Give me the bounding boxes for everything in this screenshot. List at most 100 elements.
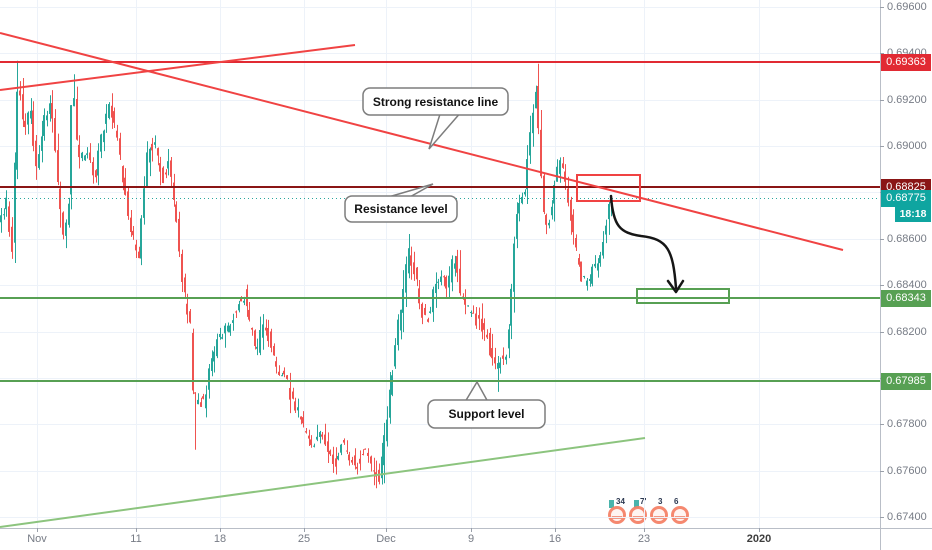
candle-body: [340, 444, 342, 453]
candle-body: [594, 263, 596, 267]
candle-body: [219, 333, 221, 338]
candle-body: [516, 214, 518, 239]
candle-body: [211, 358, 213, 371]
candle-body: [378, 469, 380, 482]
candle-body: [232, 320, 234, 323]
candle-body: [43, 115, 45, 136]
candle-body: [154, 142, 156, 145]
x-axis-label: 18: [213, 533, 227, 545]
candle-body: [138, 251, 140, 259]
projection-arrow[interactable]: [609, 194, 678, 290]
candle-body: [24, 120, 26, 128]
candle-body: [108, 104, 110, 119]
candle-body: [310, 439, 312, 446]
candle-body: [602, 241, 604, 256]
candle-body: [76, 99, 78, 140]
candle-body: [435, 283, 437, 294]
candle-body: [386, 419, 388, 442]
candle-body: [481, 318, 483, 332]
candle-body: [273, 346, 275, 356]
candle-body: [92, 161, 94, 176]
candle-body: [167, 161, 169, 169]
candle-body: [62, 212, 64, 235]
candle-body: [68, 203, 70, 225]
price-label-support-1: 0.68343: [881, 290, 931, 307]
watermark-number: 3: [658, 497, 663, 506]
candle-body: [22, 94, 24, 120]
candle-body: [208, 368, 210, 390]
projection-arrow-head[interactable]: [666, 279, 685, 294]
candle-body: [78, 144, 80, 158]
candle-body: [227, 325, 229, 332]
candle-body: [535, 91, 537, 109]
candle-body: [470, 312, 472, 314]
candle-body: [3, 214, 5, 216]
candle-body: [381, 456, 383, 479]
candle-body: [418, 288, 420, 304]
candle-body: [556, 166, 558, 182]
candle-body: [140, 218, 142, 259]
candle-body: [567, 188, 569, 203]
watermark-number: 34: [616, 497, 625, 506]
candle-body: [562, 163, 564, 168]
bubble-resistance-level[interactable]: Resistance level: [344, 183, 458, 223]
candle-body: [175, 204, 177, 222]
candle-body: [194, 392, 196, 394]
candle-body: [281, 375, 283, 377]
candle-body: [157, 148, 159, 156]
candles-layer: [0, 60, 612, 489]
candle-body: [545, 215, 547, 225]
x-axis-label: Nov: [27, 533, 47, 545]
bubble-support-level[interactable]: Support level: [427, 380, 546, 429]
candle-body: [324, 434, 326, 445]
candle-body: [572, 214, 574, 233]
price-label-support-2: 0.67985: [881, 373, 931, 390]
watermark-chart-icon: [634, 500, 639, 508]
time-scale[interactable]: Nov 11 18 25 Dec 9 16 23 2020: [0, 528, 932, 550]
candle-body: [483, 323, 485, 330]
candle-body: [410, 255, 412, 266]
price-scale[interactable]: 18:18 0.696000.694000.692000.690000.6880…: [880, 0, 932, 528]
bubble-strong-resistance-line[interactable]: Strong resistance line: [362, 87, 509, 150]
candle-body: [100, 134, 102, 152]
x-axis-label: 2020: [746, 533, 772, 545]
bubble-text: Strong resistance line: [373, 95, 499, 109]
strong-resistance-trendline[interactable]: [0, 32, 844, 251]
candle-body: [243, 300, 245, 303]
y-axis-tick-label: 0.67800: [887, 418, 927, 430]
candle-body: [173, 182, 175, 200]
candle-body: [510, 288, 512, 326]
candle-body: [302, 417, 304, 424]
candle-body: [343, 440, 345, 443]
candle-body: [16, 91, 18, 170]
candle-body: [103, 130, 105, 143]
candle-body: [8, 206, 10, 232]
candle-body: [54, 118, 56, 151]
breakout-zone-rectangle[interactable]: [576, 174, 641, 202]
candle-body: [591, 266, 593, 284]
candle-body: [559, 160, 561, 174]
candle-body: [589, 278, 591, 281]
bubble-box: [362, 87, 509, 116]
candle-body: [445, 276, 447, 289]
candle-body: [51, 103, 53, 119]
ascending-resistance-trendline[interactable]: [0, 44, 356, 91]
countdown-label: 18:18: [895, 207, 931, 222]
candle-body: [130, 217, 132, 233]
candle-body: [359, 458, 361, 464]
candle-body: [27, 112, 29, 125]
candle-body: [240, 297, 242, 302]
ascending-support-trendline[interactable]: [0, 437, 646, 528]
y-axis-tick-label: 0.67600: [887, 465, 927, 477]
y-axis-tick-label: 0.69000: [887, 140, 927, 152]
candle-body: [38, 154, 40, 168]
candle-body: [11, 226, 13, 252]
y-axis-tick-label: 0.68400: [887, 279, 927, 291]
candle-body: [537, 85, 539, 129]
target-zone-rectangle[interactable]: [636, 288, 730, 304]
candle-body: [119, 138, 121, 155]
candle-body: [608, 203, 610, 220]
candle-body: [599, 255, 601, 264]
bubble-tail: [428, 110, 464, 150]
